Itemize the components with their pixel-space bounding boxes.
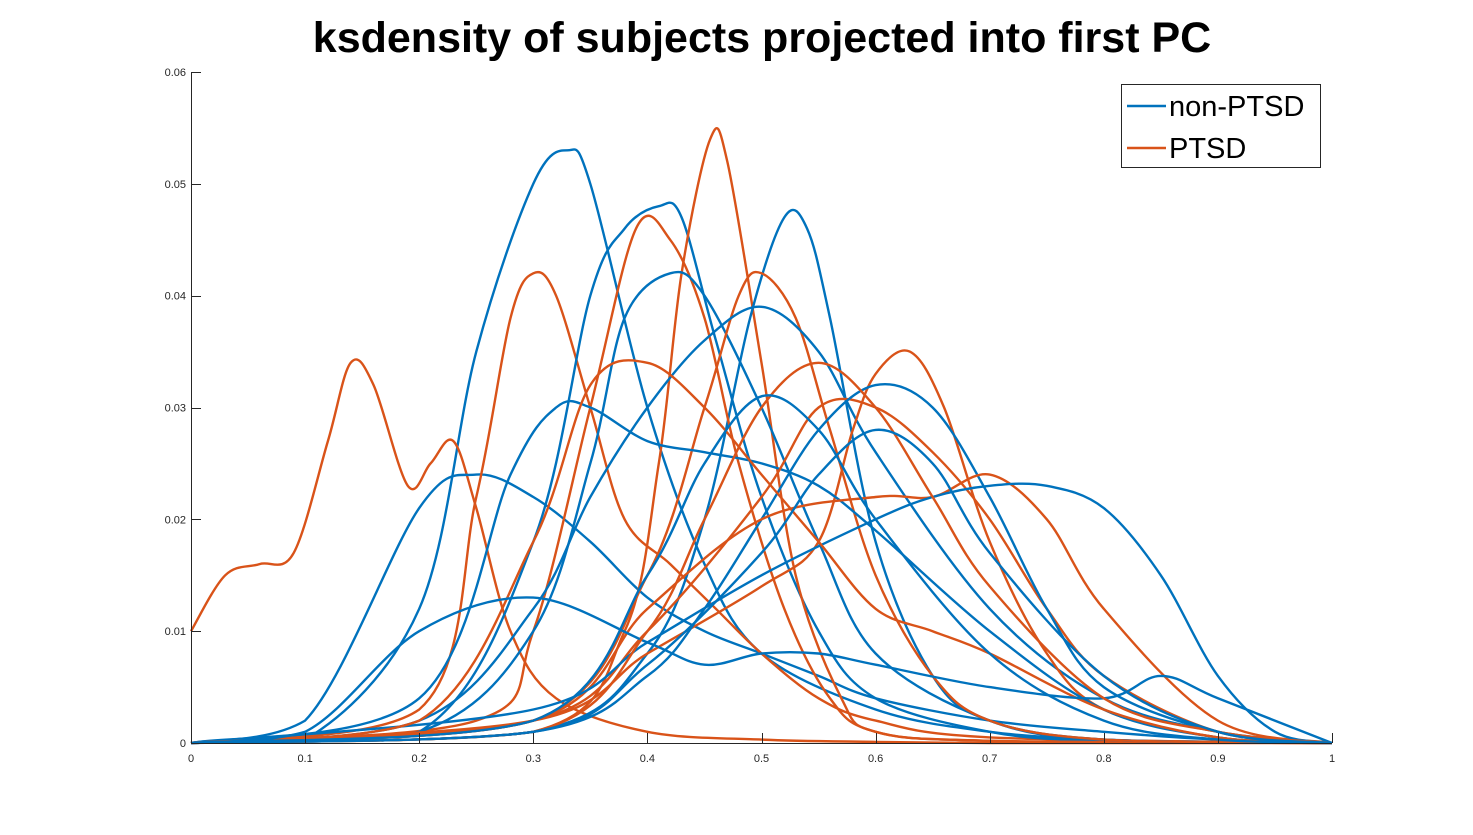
- x-tick-label: 0.2: [412, 753, 427, 765]
- ptsd-density-curve: [190, 126, 1333, 745]
- y-tick-label: 0.03: [165, 403, 186, 415]
- x-tick-label: 0.8: [1096, 753, 1111, 765]
- ptsd-density-curve: [190, 214, 1333, 745]
- y-tick-label: 0: [180, 738, 186, 750]
- x-tick-label: 0.7: [982, 753, 997, 765]
- non-ptsd-density-curve: [190, 482, 1333, 745]
- y-tick-label: 0.06: [165, 67, 186, 79]
- y-tick-label: 0.04: [165, 291, 186, 303]
- ptsd-density-curve: [190, 397, 1333, 745]
- non-ptsd-density-curve: [190, 428, 1333, 745]
- ptsd-density-curve: [190, 270, 1333, 745]
- non-ptsd-density-curve: [190, 394, 1333, 745]
- density-curves: [189, 126, 1333, 745]
- x-tick-label: 0.4: [640, 753, 655, 765]
- x-tick-label: 0.1: [297, 753, 312, 765]
- x-tick-label: 0.9: [1210, 753, 1225, 765]
- legend-label-ptsd: PTSD: [1169, 133, 1246, 165]
- x-tick-label: 0.3: [526, 753, 541, 765]
- x-tick-label: 0.6: [868, 753, 883, 765]
- ptsd-density-curve: [189, 358, 1332, 745]
- non-ptsd-density-curve: [190, 399, 1333, 745]
- legend-box: [1121, 84, 1321, 168]
- non-ptsd-density-curve: [190, 201, 1333, 745]
- y-tick-label: 0.02: [165, 514, 186, 526]
- y-tick-label: 0.01: [165, 626, 186, 638]
- y-tick-label: 0.05: [165, 179, 186, 191]
- non-ptsd-density-curve: [190, 305, 1333, 745]
- non-ptsd-density-curve: [190, 473, 1333, 745]
- non-ptsd-density-curve: [190, 148, 1333, 745]
- ptsd-density-curve: [190, 361, 1333, 745]
- legend: non-PTSD PTSD: [1121, 84, 1321, 168]
- chart-title: ksdensity of subjects projected into fir…: [313, 14, 1211, 62]
- ptsd-density-curve: [190, 473, 1333, 745]
- x-ticks: 0 0.1 0.2 0.3 0.4 0.5 0.6 0.7 0.8 0.9 1: [188, 733, 1335, 765]
- non-ptsd-density-curve: [190, 208, 1333, 745]
- non-ptsd-density-curve: [190, 383, 1333, 745]
- non-ptsd-density-curve: [190, 596, 1333, 745]
- x-tick-label: 0.5: [754, 753, 769, 765]
- x-tick-label: 0: [188, 753, 194, 765]
- legend-label-non-ptsd: non-PTSD: [1169, 91, 1304, 123]
- ptsd-density-curve: [190, 270, 1333, 745]
- ptsd-density-curve: [190, 359, 1333, 745]
- x-tick-label: 1: [1329, 753, 1335, 765]
- y-ticks: 0 0.01 0.02 0.03 0.04 0.05 0.06: [165, 67, 201, 750]
